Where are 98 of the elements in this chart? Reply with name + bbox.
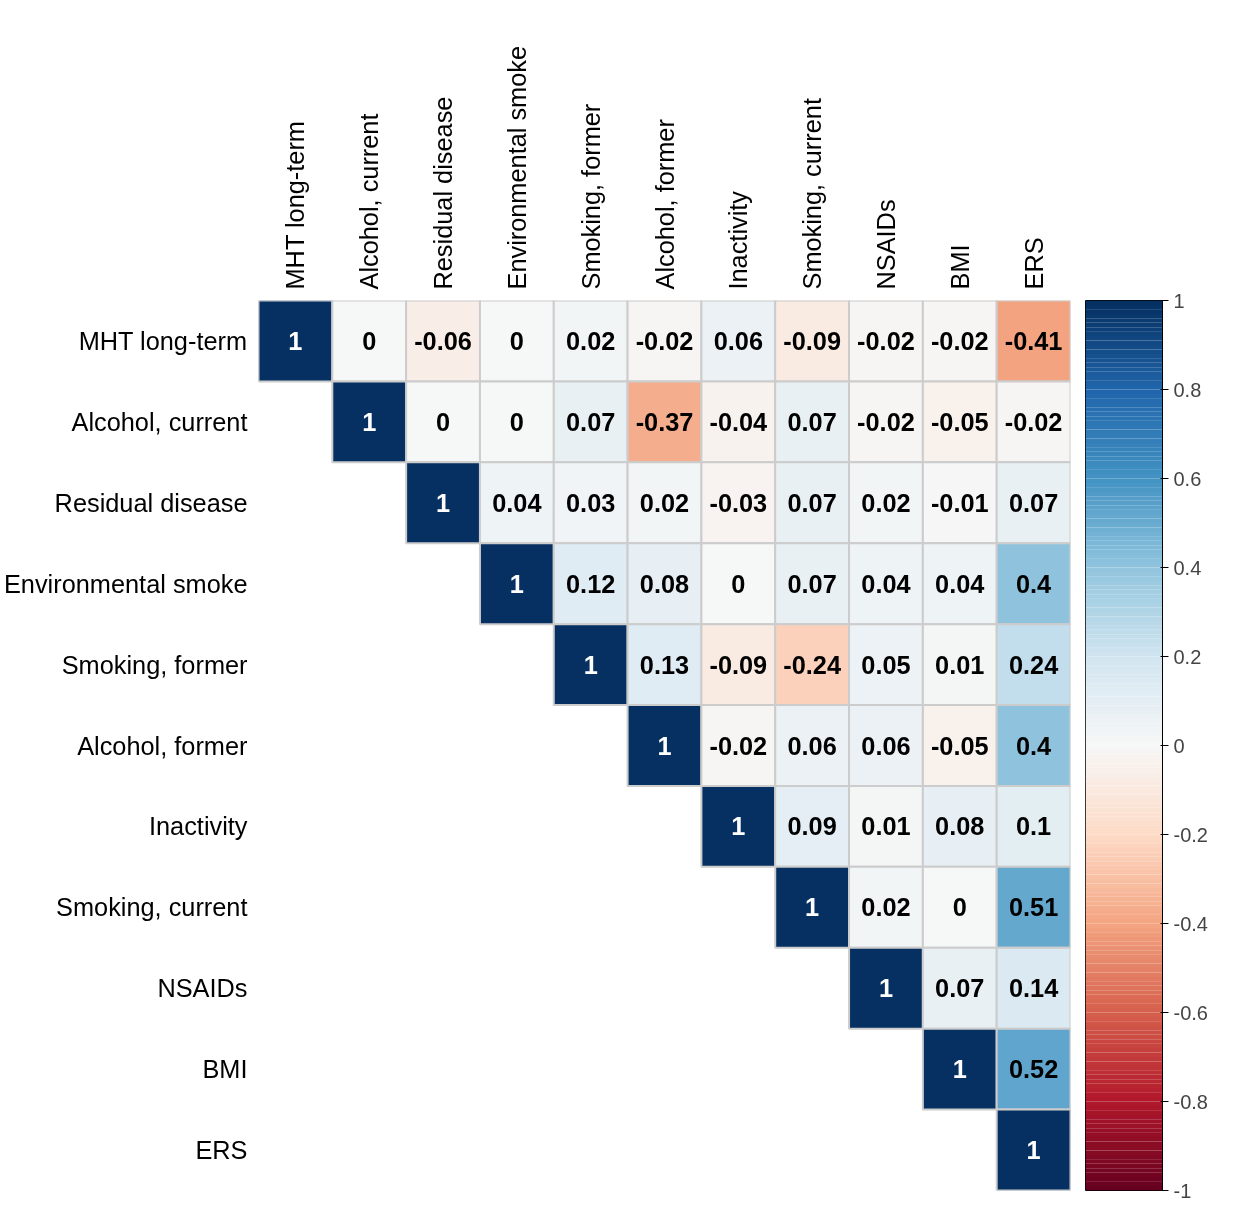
data-label: -0.02 bbox=[930, 326, 989, 355]
data-label: 0.14 bbox=[1008, 974, 1059, 1003]
y-tick-label: NSAIDs bbox=[157, 974, 248, 1003]
data-label: 0 bbox=[509, 326, 524, 355]
y-tick-label: Environmental smoke bbox=[3, 569, 248, 598]
data-label: 0.02 bbox=[566, 326, 616, 355]
y-tick-label: Residual disease bbox=[54, 488, 248, 517]
data-label: -0.02 bbox=[635, 326, 694, 355]
data-label: 0.06 bbox=[713, 326, 763, 355]
data-label: 0 bbox=[362, 326, 377, 355]
data-label: -0.05 bbox=[930, 407, 989, 436]
x-tick-label: Smoking, former bbox=[576, 103, 605, 290]
x-tick-label: BMI bbox=[945, 244, 974, 290]
color-bar-label: -0.2 bbox=[1173, 823, 1208, 846]
data-label: 0.04 bbox=[492, 488, 542, 517]
data-label: 1 bbox=[436, 488, 451, 517]
data-label: 0.07 bbox=[787, 407, 837, 436]
data-label: 0.52 bbox=[1008, 1055, 1059, 1084]
data-label: -0.02 bbox=[857, 326, 915, 355]
data-label: -0.04 bbox=[709, 407, 768, 436]
data-label: 0.06 bbox=[787, 731, 837, 760]
data-label: 0.06 bbox=[861, 731, 911, 760]
data-label: 0.07 bbox=[566, 407, 616, 436]
data-label: -0.09 bbox=[709, 650, 768, 679]
color-bar-label: -0.4 bbox=[1173, 912, 1208, 935]
data-label: 0.02 bbox=[861, 893, 911, 922]
data-label: -0.01 bbox=[930, 488, 989, 517]
data-label: -0.02 bbox=[709, 731, 768, 760]
data-label: 0.04 bbox=[861, 569, 911, 598]
color-bar-label: -1 bbox=[1173, 1179, 1192, 1202]
data-label: 0.01 bbox=[935, 650, 985, 679]
data-label: 0.09 bbox=[787, 812, 837, 841]
data-label: 0 bbox=[509, 407, 524, 436]
color-bar-label: -0.8 bbox=[1173, 1090, 1208, 1113]
data-label: 0.02 bbox=[639, 488, 690, 517]
color-bar-label: 0.8 bbox=[1173, 378, 1202, 401]
data-label: 1 bbox=[288, 326, 303, 355]
data-label: 0.08 bbox=[639, 569, 690, 598]
y-tick-label: Smoking, current bbox=[56, 893, 248, 922]
data-label: 1 bbox=[1026, 1136, 1041, 1165]
data-label: -0.41 bbox=[1004, 326, 1063, 355]
data-label: 1 bbox=[805, 893, 820, 922]
data-label: 0.07 bbox=[787, 569, 837, 598]
data-label: -0.09 bbox=[783, 326, 842, 355]
data-label: 0.07 bbox=[1008, 488, 1059, 517]
data-label: 0.07 bbox=[935, 974, 985, 1003]
x-tick-label: Environmental smoke bbox=[502, 45, 531, 290]
data-label: 1 bbox=[657, 731, 672, 760]
data-label: -0.02 bbox=[857, 407, 915, 436]
color-bar-label: 0.4 bbox=[1173, 556, 1202, 579]
data-label: 0.05 bbox=[861, 650, 911, 679]
data-label: -0.03 bbox=[709, 488, 768, 517]
y-tick-label: Smoking, former bbox=[61, 650, 249, 679]
data-label: 1 bbox=[362, 407, 377, 436]
color-bar-label: 0 bbox=[1173, 734, 1185, 757]
x-tick-label: Alcohol, former bbox=[650, 118, 679, 290]
data-label: 0.4 bbox=[1015, 731, 1052, 760]
data-label: 0.24 bbox=[1008, 650, 1059, 679]
data-label: 0 bbox=[952, 893, 967, 922]
data-label: 0.01 bbox=[861, 812, 911, 841]
data-label: 0.02 bbox=[861, 488, 911, 517]
data-label: 0.12 bbox=[566, 569, 616, 598]
x-tick-label: Alcohol, current bbox=[355, 113, 384, 290]
y-tick-label: MHT long-term bbox=[78, 326, 248, 355]
x-tick-label: Smoking, current bbox=[798, 98, 827, 290]
data-label: 1 bbox=[509, 569, 524, 598]
color-bar-label: 0.6 bbox=[1173, 467, 1202, 490]
x-tick-label: NSAIDs bbox=[871, 199, 900, 290]
data-label: 1 bbox=[952, 1055, 967, 1084]
y-tick-label: Alcohol, former bbox=[77, 731, 249, 760]
data-label: -0.06 bbox=[414, 326, 472, 355]
data-label: 0 bbox=[731, 569, 746, 598]
data-label: 0.1 bbox=[1015, 812, 1052, 841]
y-tick-label: Alcohol, current bbox=[71, 407, 248, 436]
data-label: 0.08 bbox=[935, 812, 985, 841]
data-label: 0 bbox=[436, 407, 451, 436]
data-label: -0.02 bbox=[1004, 407, 1063, 436]
data-label: -0.37 bbox=[635, 407, 694, 436]
color-bar-label: 0.2 bbox=[1173, 645, 1202, 668]
x-tick-label: ERS bbox=[1019, 237, 1048, 290]
x-tick-label: Inactivity bbox=[724, 190, 753, 290]
data-label: 0.03 bbox=[566, 488, 616, 517]
y-tick-label: ERS bbox=[195, 1136, 248, 1165]
data-label: 1 bbox=[731, 812, 746, 841]
data-label: 1 bbox=[583, 650, 598, 679]
data-label: 1 bbox=[878, 974, 894, 1003]
data-label: -0.24 bbox=[783, 650, 842, 679]
data-label: 0.13 bbox=[639, 650, 690, 679]
data-label: 0.04 bbox=[935, 569, 985, 598]
color-bar-label: 1 bbox=[1173, 289, 1185, 312]
data-label: 0.07 bbox=[787, 488, 837, 517]
y-tick-label: Inactivity bbox=[148, 812, 248, 841]
data-label: 0.51 bbox=[1008, 893, 1059, 922]
x-tick-label: Residual disease bbox=[429, 96, 458, 290]
color-bar-label: -0.6 bbox=[1173, 1001, 1208, 1024]
data-label: -0.05 bbox=[930, 731, 989, 760]
data-label: 0.4 bbox=[1015, 569, 1052, 598]
y-tick-label: BMI bbox=[202, 1055, 248, 1084]
